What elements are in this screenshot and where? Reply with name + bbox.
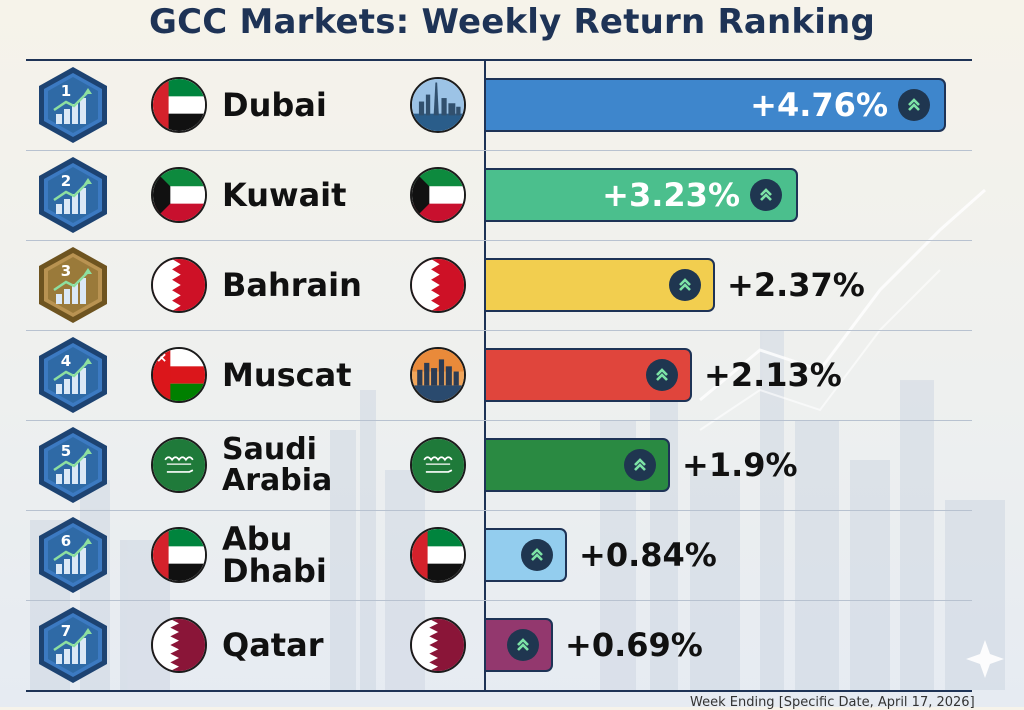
- bar: [486, 78, 946, 132]
- kuwait-flag-icon: [151, 167, 207, 223]
- kuwait-flag-icon: [410, 167, 466, 223]
- row-separator: [26, 240, 972, 241]
- frame-top-line: [26, 59, 972, 61]
- row-separator: [26, 420, 972, 421]
- rank-badge-icon: 1: [32, 64, 114, 146]
- ranking-row: 5 Saudi Arabia +1.9%: [0, 420, 1024, 510]
- rank-badge-icon: 6: [32, 514, 114, 596]
- category-label: Abu Dhabi: [222, 520, 327, 590]
- rank-badge-icon: 4: [32, 334, 114, 416]
- uae-flag-icon: [151, 527, 207, 583]
- saudi-flag-icon: [410, 437, 466, 493]
- rank-badge-icon: 5: [32, 424, 114, 506]
- frame-bottom-line: [26, 690, 972, 692]
- row-separator: [26, 330, 972, 331]
- up-arrow-icon: [507, 629, 539, 661]
- value-label: +2.37%: [727, 266, 865, 304]
- muscat-skyline-icon: [410, 347, 466, 403]
- value-label: +0.84%: [579, 536, 717, 574]
- ranking-row: 3 Bahrain +2.37%: [0, 240, 1024, 330]
- footnote: Week Ending [Specific Date, April 17, 20…: [690, 695, 975, 710]
- row-separator: [26, 600, 972, 601]
- up-arrow-icon: [669, 269, 701, 301]
- svg-text:3: 3: [61, 262, 71, 280]
- svg-text:7: 7: [61, 622, 71, 640]
- rank-badge-icon: 3: [32, 244, 114, 326]
- svg-text:2: 2: [61, 172, 71, 190]
- category-label: Bahrain: [222, 266, 362, 304]
- svg-text:5: 5: [61, 442, 71, 460]
- value-label: +1.9%: [682, 446, 798, 484]
- ranking-row: 6 Abu Dhabi +0.84%: [0, 510, 1024, 600]
- category-label: Muscat: [222, 356, 352, 394]
- up-arrow-icon: [750, 179, 782, 211]
- up-arrow-icon: [898, 89, 930, 121]
- qatar-flag-icon: [410, 617, 466, 673]
- chart-title: GCC Markets: Weekly Return Ranking: [149, 2, 875, 42]
- value-label: +2.13%: [704, 356, 842, 394]
- value-label: +3.23%: [602, 176, 740, 214]
- category-label: Qatar: [222, 626, 324, 664]
- category-label: Saudi Arabia: [222, 432, 333, 498]
- up-arrow-icon: [521, 539, 553, 571]
- svg-text:4: 4: [61, 352, 71, 370]
- axis-divider: [484, 59, 486, 692]
- category-label: Dubai: [222, 86, 327, 124]
- svg-text:6: 6: [61, 532, 71, 550]
- category-label: Kuwait: [222, 176, 347, 214]
- bahrain-flag-icon: [410, 257, 466, 313]
- rank-badge-icon: 7: [32, 604, 114, 686]
- uae-flag-icon: [151, 77, 207, 133]
- ranking-row: 4 Muscat +2.13%: [0, 330, 1024, 420]
- bahrain-flag-icon: [151, 257, 207, 313]
- oman-flag-icon: [151, 347, 207, 403]
- value-label: +0.69%: [565, 626, 703, 664]
- up-arrow-icon: [646, 359, 678, 391]
- saudi-flag-icon: [151, 437, 207, 493]
- svg-text:1: 1: [61, 82, 71, 100]
- ranking-row: 1 Dubai +4.76%: [0, 60, 1024, 150]
- ranking-row: 7 Qatar +0.69%: [0, 600, 1024, 690]
- ranking-row: 2 Kuwait +3.23%: [0, 150, 1024, 240]
- up-arrow-icon: [624, 449, 656, 481]
- value-label: +4.76%: [750, 86, 888, 124]
- row-separator: [26, 510, 972, 511]
- bar: [486, 168, 798, 222]
- dubai-skyline-icon: [410, 77, 466, 133]
- qatar-flag-icon: [151, 617, 207, 673]
- rank-badge-icon: 2: [32, 154, 114, 236]
- uae-flag-icon: [410, 527, 466, 583]
- row-separator: [26, 150, 972, 151]
